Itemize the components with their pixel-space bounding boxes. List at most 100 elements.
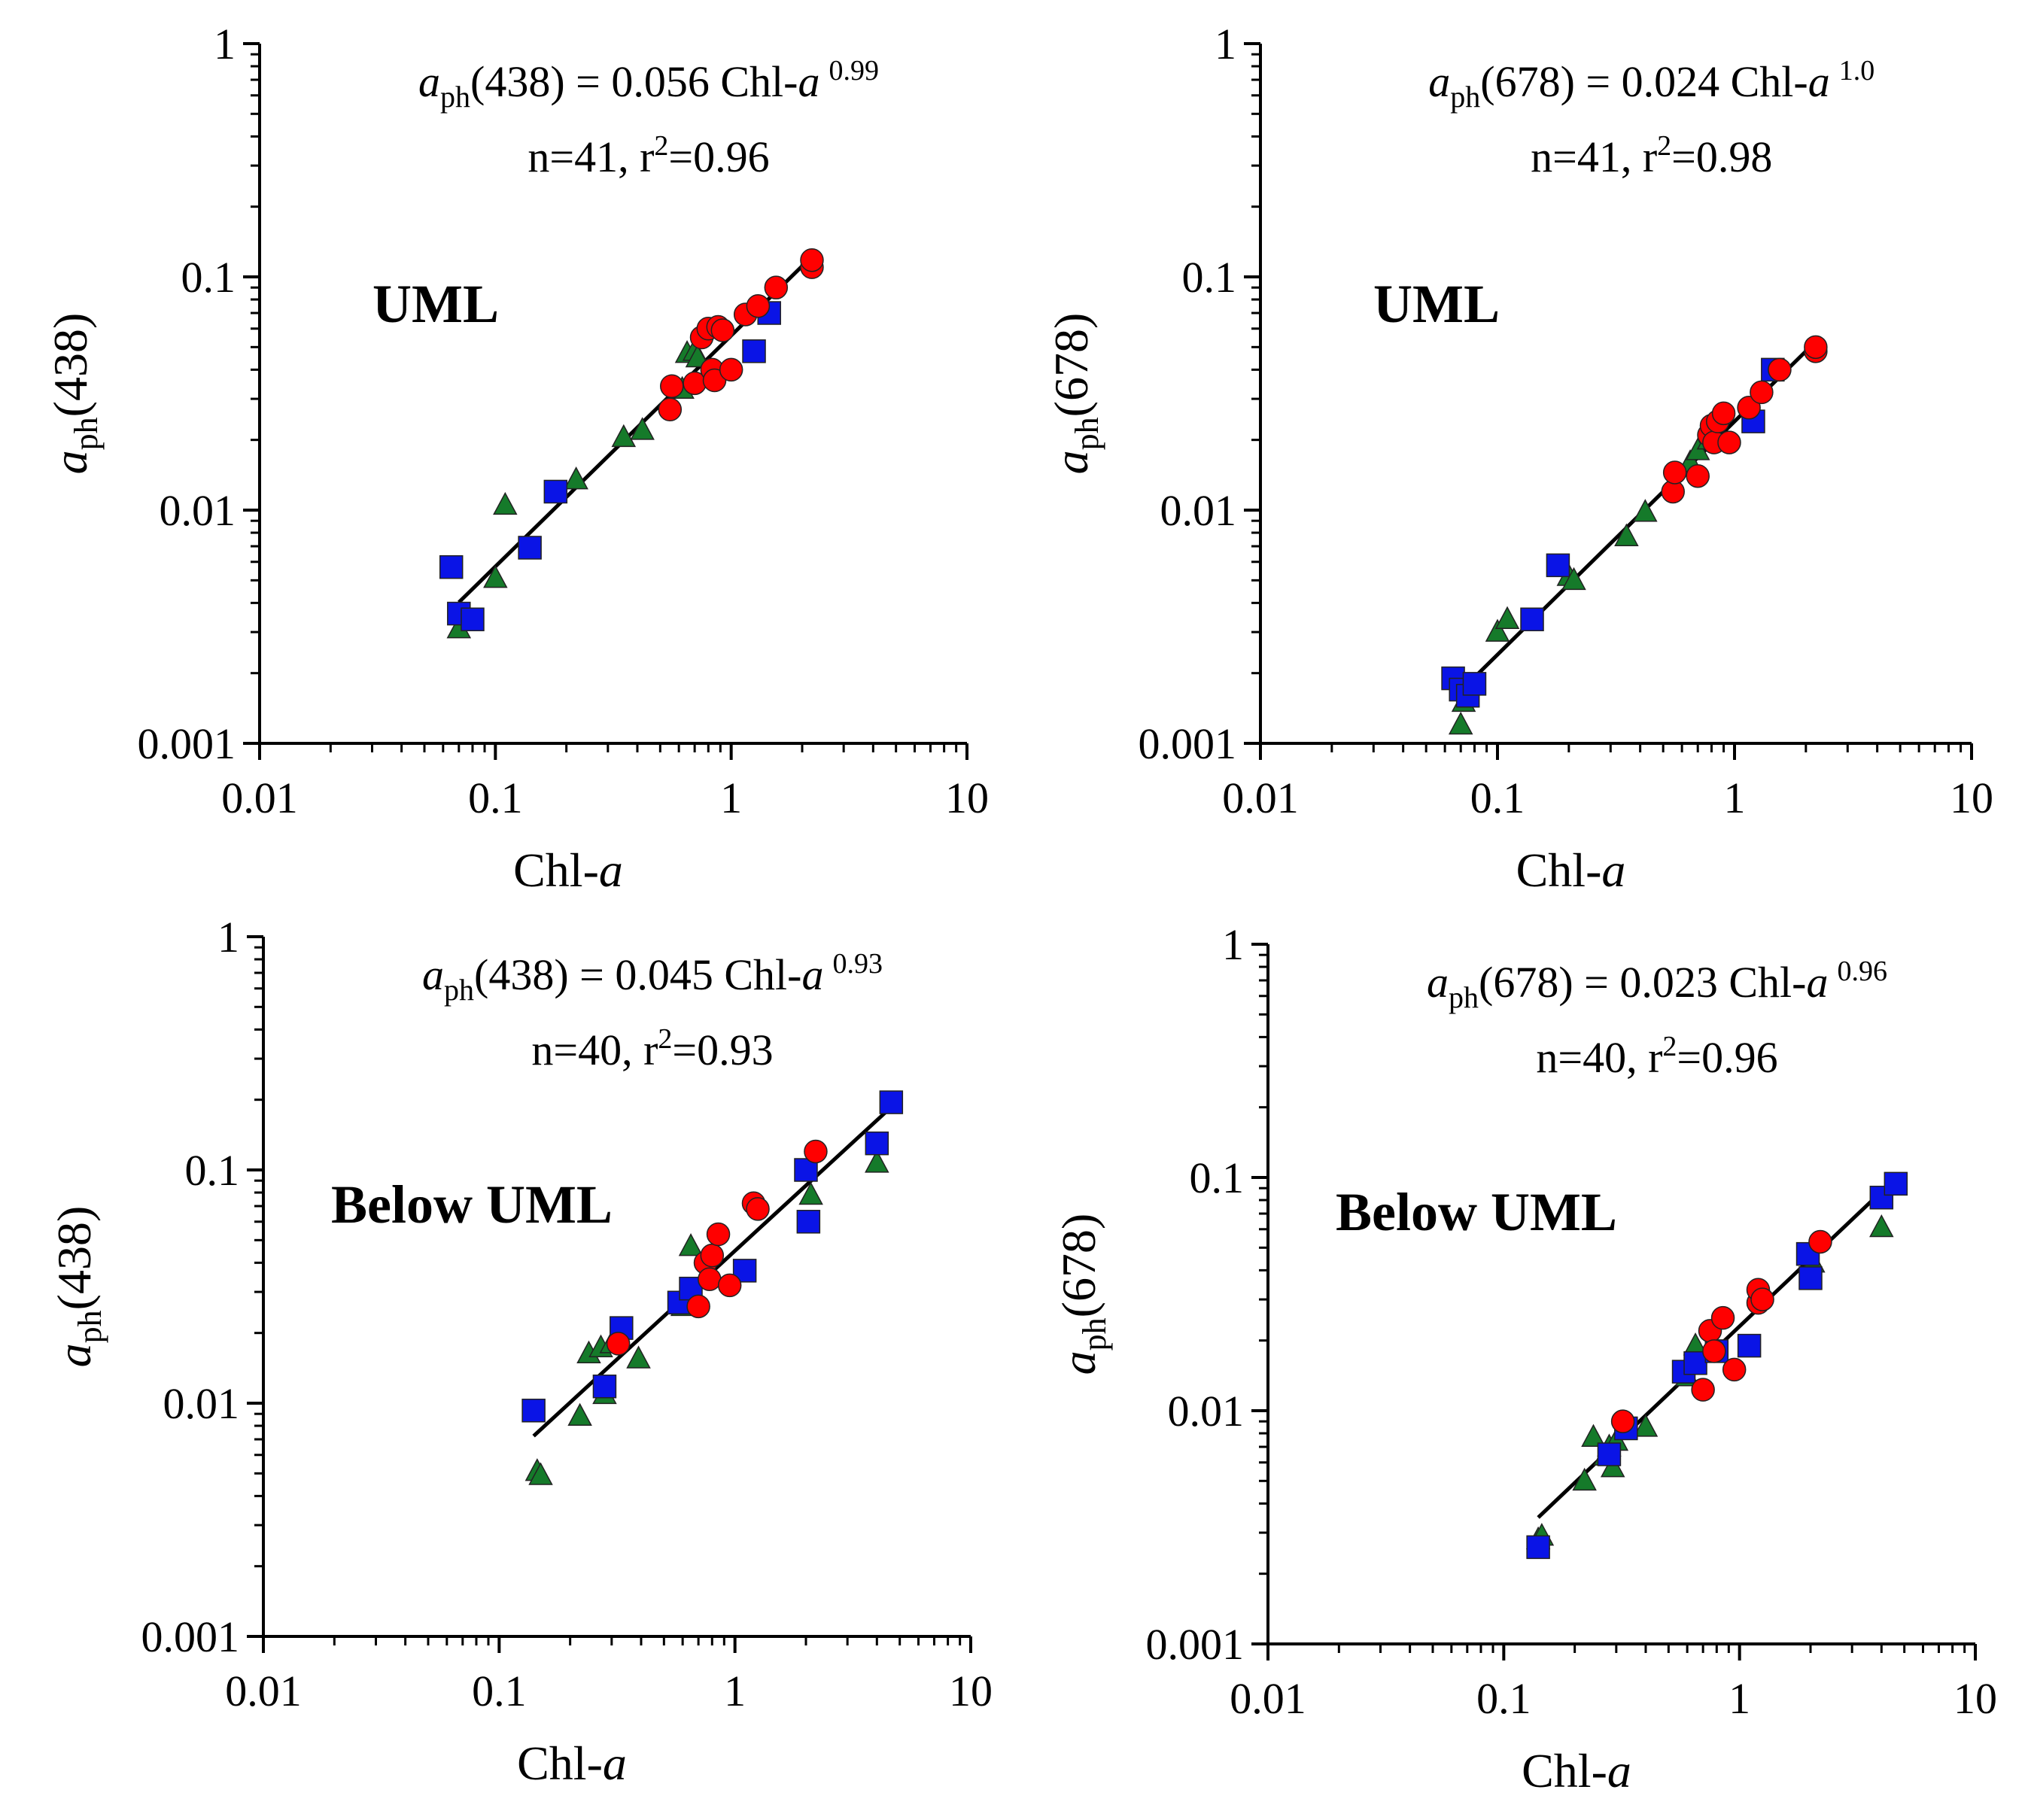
x-tick-label: 0.1 (1476, 1674, 1531, 1723)
y-tick-label: 0.01 (163, 1379, 240, 1428)
x-axis-title-var: a (599, 843, 623, 897)
y-tick-label: 0.1 (1190, 1153, 1245, 1202)
data-point-square (1737, 1333, 1762, 1358)
data-point-triangle (1633, 1414, 1659, 1437)
data-point-circle (700, 1243, 725, 1268)
data-point-triangle (626, 1345, 651, 1369)
x-axis-title-var: a (603, 1736, 627, 1790)
equation-arg: (438) (474, 950, 569, 999)
data-point-triangle (865, 1150, 889, 1173)
stats-n: n=40, r (531, 1025, 658, 1074)
x-axis-title-text: Chl- (513, 843, 599, 897)
y-axis-title-sub: ph (71, 1310, 108, 1343)
equation-var: a (422, 950, 444, 999)
y-axis-title-arg: (678) (1052, 1214, 1105, 1318)
y-tick-label: 0.001 (1146, 1620, 1245, 1669)
data-point-circle (1750, 380, 1774, 405)
data-point-triangle (678, 1233, 704, 1256)
data-point-circle (710, 318, 735, 342)
x-axis-title: Chl-a (1516, 843, 1626, 897)
data-point-square (592, 1374, 617, 1399)
x-tick-label: 0.01 (225, 1667, 302, 1715)
data-point-circle (800, 248, 824, 272)
y-axis-title-var: a (47, 1343, 101, 1367)
data-point-circle (746, 1197, 770, 1221)
data-point-square (1526, 1535, 1550, 1560)
data-point-square (742, 339, 766, 363)
data-point-triangle (1581, 1423, 1606, 1447)
y-axis-title: aph(438) (47, 1206, 108, 1368)
equation-text: aph(678) = 0.023 Chl-a 0.96 (1427, 956, 1887, 1014)
x-axis-title: Chl-a (517, 1736, 627, 1790)
data-point-circle (698, 1267, 722, 1291)
data-point-square (796, 1210, 821, 1234)
y-tick-label: 1 (214, 20, 236, 68)
equation-var: a (1428, 57, 1450, 106)
chart-panel-below-438: 0.01 0.1 1 100.0010.010.11Chl-aaph(438)aph(… (47, 913, 993, 1790)
equation-sub: ph (1450, 80, 1480, 114)
data-point-circle (1710, 1305, 1735, 1330)
y-axis-title-sub: ph (1069, 417, 1105, 450)
data-point-circle (706, 1222, 731, 1247)
stats-text: n=40, r2=0.93 (531, 1023, 773, 1074)
equation-exponent: 0.96 (1837, 956, 1887, 987)
y-axis-title-var: a (1052, 1351, 1105, 1375)
equation-var: a (1427, 958, 1449, 1007)
chart-panel-below-678: 0.01 0.1 1 100.0010.010.11Chl-aaph(678)aph(… (1052, 920, 1997, 1797)
data-point-triangle (567, 1402, 592, 1426)
y-axis-title-arg: (438) (44, 313, 97, 418)
data-point-circle (764, 275, 789, 299)
data-point-triangle (798, 1181, 823, 1205)
y-tick-label: 0.001 (138, 719, 236, 768)
x-tick-label: 10 (1950, 773, 1993, 822)
data-point-circle (717, 1273, 742, 1298)
y-axis-title-var: a (44, 450, 97, 474)
data-point-circle (1804, 335, 1828, 360)
data-point-circle (1750, 1287, 1774, 1311)
stats-n: n=41, r (1531, 132, 1657, 181)
data-point-square (1546, 553, 1570, 578)
equation-arg: (678) (1479, 958, 1573, 1007)
x-tick-label: 1 (720, 773, 742, 822)
x-tick-label: 1 (724, 1667, 746, 1715)
equation-mid: = 0.023 Chl- (1573, 958, 1807, 1007)
y-axis-title-sub: ph (1076, 1317, 1113, 1351)
y-tick-label: 0.01 (1168, 1387, 1245, 1436)
x-tick-label: 10 (1954, 1674, 1997, 1723)
y-axis-title-arg: (438) (47, 1206, 101, 1311)
data-point-circle (1717, 430, 1741, 454)
equation-text: aph(678) = 0.024 Chl-a 1.0 (1428, 55, 1874, 114)
x-tick-label: 0.1 (1470, 773, 1525, 822)
chart-panel-uml-678: 0.01 0.1 1 100.0010.010.11Chl-aaph(678)aph(… (1044, 20, 1993, 897)
y-tick-label: 0.01 (160, 486, 236, 535)
y-axis-title-var: a (1044, 450, 1098, 474)
equation-sub: ph (444, 973, 474, 1007)
equation-text: aph(438) = 0.056 Chl-a 0.99 (418, 55, 879, 114)
data-point-triangle (483, 565, 508, 588)
region-label: Below UML (1336, 1182, 1617, 1242)
equation-arg: (438) (470, 57, 565, 106)
equation-chl-var: a (801, 950, 823, 999)
data-point-square (1520, 607, 1544, 631)
data-point-square (1683, 1351, 1707, 1375)
x-tick-label: 0.1 (472, 1667, 527, 1715)
data-point-circle (1662, 460, 1687, 485)
y-tick-label: 0.1 (185, 1146, 240, 1195)
region-label: Below UML (331, 1174, 613, 1235)
equation-text: aph(438) = 0.045 Chl-a 0.93 (422, 948, 883, 1007)
y-tick-label: 0.001 (1139, 719, 1237, 768)
stats-text: n=41, r2=0.96 (528, 130, 769, 181)
data-point-triangle (1869, 1214, 1894, 1238)
data-point-square (1597, 1442, 1622, 1466)
equation-sub: ph (1449, 980, 1479, 1014)
data-point-triangle (564, 466, 588, 490)
data-point-circle (1711, 401, 1736, 426)
region-label: UML (1373, 274, 1500, 334)
x-axis-title-var: a (1607, 1744, 1631, 1797)
data-point-triangle (493, 491, 518, 515)
y-tick-label: 0.1 (181, 253, 236, 302)
data-point-square (439, 555, 464, 579)
data-point-circle (719, 357, 743, 382)
equation-sub: ph (440, 80, 470, 114)
